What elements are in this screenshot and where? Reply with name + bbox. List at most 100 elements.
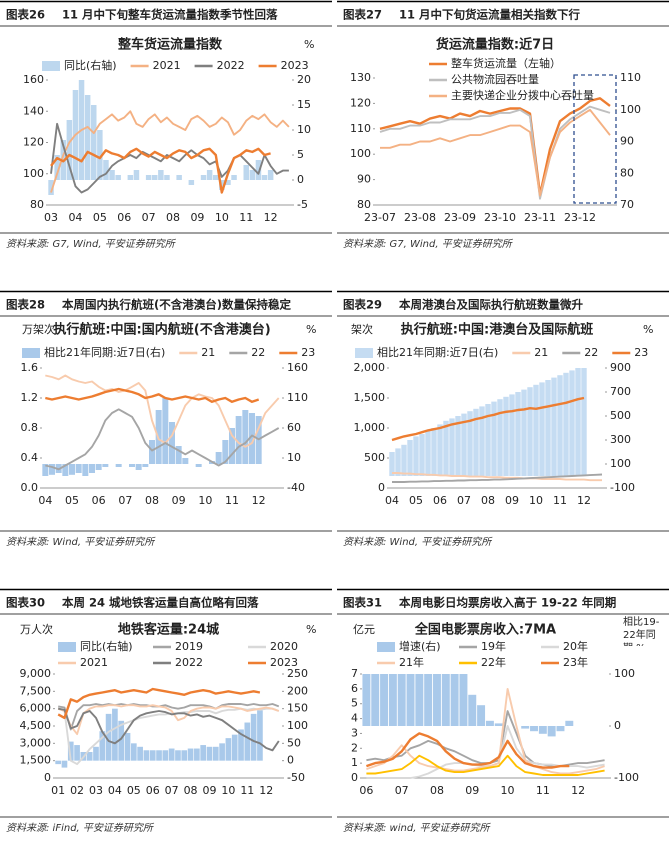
bar bbox=[62, 464, 69, 476]
y-tick-label: 120 bbox=[23, 136, 44, 149]
bar bbox=[468, 694, 477, 726]
x-tick-label: 09 bbox=[190, 211, 204, 224]
unit-right: % bbox=[306, 623, 316, 636]
x-tick-label: 23-09 bbox=[444, 211, 476, 224]
y-tick-label: 80 bbox=[30, 198, 44, 211]
bar bbox=[539, 382, 545, 476]
figure-number: 图表31 bbox=[343, 596, 382, 610]
x-tick-label: 23-08 bbox=[404, 211, 436, 224]
x-tick-label: 10 bbox=[221, 784, 235, 797]
x-tick-label: 04 bbox=[385, 494, 399, 507]
x-tick-label: 07 bbox=[457, 494, 471, 507]
y-tick-label: 7,500 bbox=[20, 684, 52, 697]
bar bbox=[545, 380, 551, 476]
legend-label: 2020 bbox=[270, 640, 298, 653]
x-tick-label: 23-10 bbox=[484, 211, 516, 224]
bar bbox=[212, 746, 219, 761]
y-tick-label: 3,000 bbox=[20, 736, 52, 749]
y2-tick-label: 15 bbox=[297, 98, 311, 111]
bar bbox=[569, 370, 575, 476]
y-tick-label: 90 bbox=[357, 173, 371, 186]
bar bbox=[461, 413, 467, 476]
bar bbox=[433, 674, 441, 726]
y-tick-label: 110 bbox=[350, 122, 371, 135]
bar bbox=[459, 674, 468, 726]
y-tick-label: 130 bbox=[350, 71, 371, 84]
x-tick-label: 10 bbox=[501, 784, 515, 797]
bar bbox=[127, 175, 134, 180]
y2-tick-label: 10 bbox=[297, 123, 311, 136]
line-series bbox=[380, 108, 611, 197]
bar bbox=[557, 375, 563, 476]
bar bbox=[129, 464, 135, 467]
bar bbox=[118, 720, 125, 761]
bar bbox=[169, 422, 175, 464]
bar bbox=[494, 723, 503, 726]
bar bbox=[231, 734, 238, 761]
bar bbox=[581, 368, 587, 476]
x-tick-label: 08 bbox=[481, 494, 495, 507]
x-tick-label: 06 bbox=[117, 211, 131, 224]
line-series bbox=[58, 707, 280, 752]
y2-tick-label: 0 bbox=[297, 173, 304, 186]
x-tick-label: 11 bbox=[536, 784, 550, 797]
y2-tick-label: 100 bbox=[614, 667, 635, 680]
bar bbox=[181, 750, 188, 761]
legend-swatch bbox=[377, 642, 395, 652]
bar bbox=[371, 674, 380, 726]
source-note: 资料来源: wind, 平安证券研究所 bbox=[343, 822, 492, 834]
x-tick-label: 12 bbox=[259, 784, 273, 797]
figure-caption: 11 月中下旬货运流量相关指数下行 bbox=[399, 8, 581, 22]
bar bbox=[75, 464, 82, 473]
legend-label: 23 bbox=[301, 346, 315, 359]
bar bbox=[407, 440, 413, 476]
x-tick-label: 09 bbox=[505, 494, 519, 507]
legend-label: 22年 bbox=[481, 655, 506, 669]
y-tick-label: 9,000 bbox=[20, 667, 52, 680]
y2-tick-label: -5 bbox=[297, 198, 308, 211]
x-tick-label: 10 bbox=[215, 211, 229, 224]
unit-right: % bbox=[643, 323, 653, 336]
bar bbox=[431, 428, 437, 476]
legend-swatch bbox=[22, 348, 40, 358]
bar bbox=[380, 674, 389, 726]
bar bbox=[91, 105, 97, 180]
bar bbox=[162, 750, 169, 761]
legend-label: 同比(右轴) bbox=[64, 58, 117, 72]
bar bbox=[551, 377, 557, 476]
bar bbox=[249, 170, 256, 180]
y-tick-label: 120 bbox=[350, 96, 371, 109]
y-tick-label: 3 bbox=[351, 726, 358, 739]
legend-label: 21 bbox=[534, 346, 548, 359]
x-tick-label: 11 bbox=[240, 784, 254, 797]
bar bbox=[195, 464, 202, 467]
line-series bbox=[392, 473, 603, 483]
x-tick-label: 09 bbox=[465, 784, 479, 797]
y-tick-label: 80 bbox=[357, 198, 371, 211]
bar bbox=[42, 464, 49, 476]
y2-tick-label: 110 bbox=[620, 71, 641, 84]
y-tick-label: 1,500 bbox=[354, 391, 386, 404]
bar bbox=[547, 726, 556, 737]
x-tick-label: 03 bbox=[89, 784, 103, 797]
line-series bbox=[392, 472, 602, 482]
y2-tick-label: 70 bbox=[620, 198, 634, 211]
x-tick-label: 08 bbox=[145, 494, 159, 507]
y2-tick-label: 900 bbox=[610, 361, 631, 374]
bar bbox=[255, 160, 262, 180]
bar bbox=[213, 175, 219, 180]
figure-caption: 本周国内执行航班(不含港澳台)数量保持稳定 bbox=[62, 298, 292, 312]
source-note: 资料来源: iFind, 平安证券研究所 bbox=[6, 822, 155, 834]
y2-tick-label: -100 bbox=[610, 481, 635, 494]
bar bbox=[135, 464, 142, 470]
bar bbox=[84, 95, 91, 180]
y2-tick-label: -40 bbox=[287, 481, 305, 494]
bar bbox=[149, 440, 155, 464]
y2-tick-label: 100 bbox=[287, 719, 308, 732]
y2-tick-label: 500 bbox=[610, 409, 631, 422]
bar bbox=[182, 458, 189, 464]
legend-label: 20年 bbox=[563, 639, 588, 653]
chart-title: 执行航班:中国:国内航班(不含港澳台) bbox=[53, 322, 270, 338]
